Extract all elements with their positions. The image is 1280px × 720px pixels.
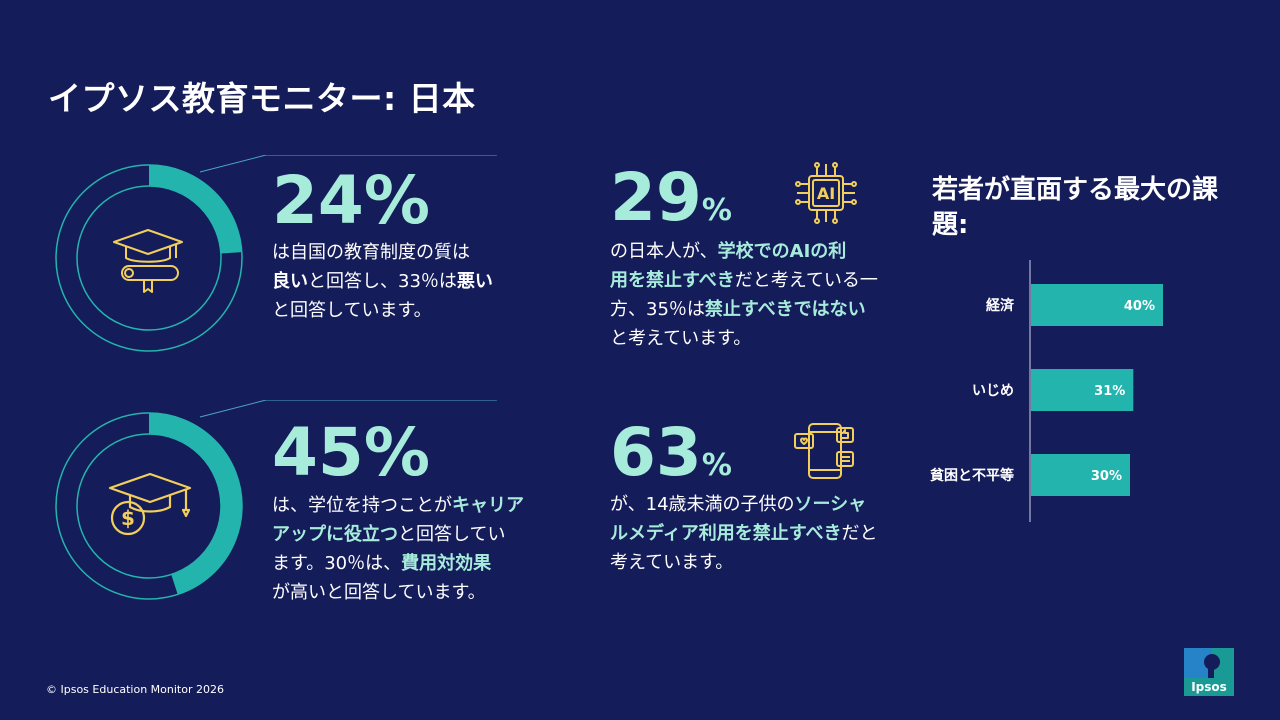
percent-arc — [149, 165, 242, 254]
category-label: 貧困と不平等 — [930, 467, 1014, 484]
text-segment: と考えています。 — [610, 328, 752, 349]
copyright-footer: © Ipsos Education Monitor 2026 — [46, 683, 224, 696]
ipsos-logo: Ipsos — [1184, 648, 1234, 696]
text-line: と回答しています。 — [272, 296, 493, 325]
stat-desc-63: が、14歳未満の子供のソーシャ ルメディア利用を禁止すべきだと 考えています。 — [610, 490, 877, 577]
stat-24-ring — [55, 155, 497, 352]
text-line: が、14歳未満の子供のソーシャ — [610, 490, 877, 519]
leader-line — [199, 400, 497, 418]
text-segment: と回答してい — [398, 524, 506, 545]
text-segment: ます。30％は、 — [272, 553, 402, 574]
text-line: が高いと回答しています。 — [272, 578, 524, 607]
text-segment: は自国の教育制度の質は — [272, 242, 470, 263]
logo-text: Ipsos — [1191, 680, 1227, 694]
text-segment: は、学位を持つことが — [272, 495, 452, 516]
bar — [1031, 454, 1130, 496]
stat-value-63-number: 63 — [610, 414, 702, 491]
stat-value-45: 45% — [272, 414, 430, 491]
ai-chip-icon: AI — [795, 162, 857, 224]
text-line: は、学位を持つことがキャリア — [272, 491, 524, 520]
stat-value-63: 63% — [610, 420, 732, 486]
highlight-text: ルメディア利用を禁止すべき — [610, 523, 842, 544]
value-label: 40% — [1124, 299, 1155, 314]
bar — [1031, 369, 1134, 411]
highlight-text: キャリア — [452, 495, 524, 516]
text-line: は自国の教育制度の質は — [272, 238, 493, 267]
highlight-text: 悪い — [456, 271, 493, 292]
text-line: と考えています。 — [610, 324, 878, 353]
chart-title: 若者が直面する最大の課題: — [932, 175, 1219, 240]
stat-value-63-pct: % — [701, 448, 732, 483]
stat-value-29-number: 29 — [610, 159, 702, 236]
text-segment: だと — [841, 523, 878, 544]
highlight-text: アップに役立つ — [272, 524, 398, 545]
text-segment: 方、35％は — [610, 299, 705, 320]
stat-45-ring — [55, 400, 497, 600]
text-segment: が、14歳未満の子供の — [610, 494, 795, 515]
text-segment: の日本人が、 — [610, 241, 718, 262]
text-line: の日本人が、学校でのAIの利 — [610, 237, 878, 266]
highlight-text: 費用対効果 — [401, 553, 492, 574]
text-segment: が高いと回答しています。 — [272, 582, 486, 603]
category-label: いじめ — [972, 383, 1014, 399]
text-segment: だと考えている一 — [734, 270, 878, 291]
percent-arc — [149, 413, 243, 595]
highlight-text: 良い — [272, 271, 308, 292]
highlight-text: ソーシャ — [794, 494, 867, 515]
page-title: イプソス教育モニター: 日本 — [48, 79, 476, 118]
text-line: 考えています。 — [610, 548, 877, 577]
social-media-phone-icon — [794, 423, 854, 479]
leader-line — [199, 155, 497, 173]
text-segment: と回答しています。 — [272, 300, 432, 321]
category-label: 経済 — [986, 297, 1015, 314]
graduation-diploma-icon — [113, 229, 183, 293]
stat-desc-24: は自国の教育制度の質は 良いと回答し、33％は悪い と回答しています。 — [272, 238, 493, 325]
text-line: ます。30％は、費用対効果 — [272, 549, 524, 578]
value-label: 30% — [1091, 469, 1122, 484]
text-line: 用を禁止すべきだと考えている一 — [610, 266, 878, 295]
stat-value-29-pct: % — [701, 193, 732, 228]
text-line: アップに役立つと回答してい — [272, 520, 524, 549]
text-segment: 考えています。 — [610, 552, 734, 573]
stat-value-29: 29% — [610, 165, 732, 231]
highlight-text: 禁止すべきではない — [704, 299, 866, 320]
stat-value-24: 24% — [272, 162, 430, 239]
bar — [1031, 284, 1163, 326]
highlight-text: 学校でのAIの利 — [717, 241, 847, 262]
svg-text:$: $ — [121, 506, 135, 530]
text-line: 良いと回答し、33％は悪い — [272, 267, 493, 296]
bar-chart: 経済 40% いじめ 31% 貧困と不平等 30% — [930, 260, 1163, 522]
stat-desc-45: は、学位を持つことがキャリア アップに役立つと回答してい ます。30％は、費用対効果… — [272, 491, 524, 607]
text-line: ルメディア利用を禁止すべきだと — [610, 519, 877, 548]
text-line: 方、35％は禁止すべきではない — [610, 295, 878, 324]
value-label: 31% — [1094, 384, 1125, 399]
svg-text:AI: AI — [817, 184, 835, 203]
graduation-cap-dollar-icon: $ — [108, 472, 192, 536]
highlight-text: 用を禁止すべき — [610, 270, 735, 291]
text-segment: と回答し、33％は — [308, 271, 457, 292]
stat-desc-29: の日本人が、学校でのAIの利 用を禁止すべきだと考えている一 方、35％は禁止すべき… — [610, 237, 878, 353]
